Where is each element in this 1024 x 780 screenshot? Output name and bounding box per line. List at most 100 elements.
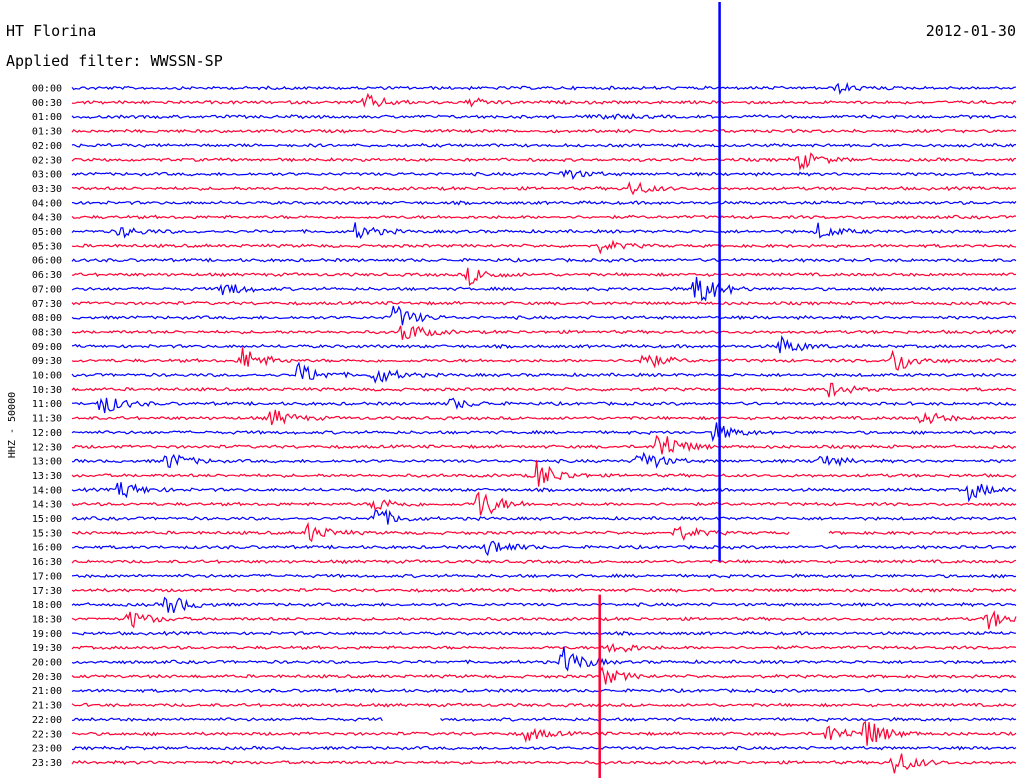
trace-row: [71, 325, 1017, 340]
time-tick-label: 16:30: [32, 557, 62, 568]
trace-row: [71, 382, 1017, 398]
time-tick-label: 15:30: [32, 528, 62, 539]
trace-row: [71, 169, 1017, 180]
time-tick-label: 21:00: [32, 686, 62, 697]
time-tick-label: 08:30: [32, 327, 62, 338]
time-tick-label: 18:30: [32, 614, 62, 625]
trace-row: [71, 610, 1017, 630]
trace-row: [71, 559, 1017, 565]
time-tick-label: 00:00: [32, 84, 62, 95]
time-tick-label: 10:00: [32, 371, 62, 382]
time-tick-label: 02:00: [32, 141, 62, 152]
time-tick-label: 07:00: [32, 284, 62, 295]
trace-row: [71, 687, 1017, 694]
time-tick-label: 06:00: [32, 256, 62, 267]
time-tick-label: 09:30: [32, 356, 62, 367]
trace-row: [71, 361, 1017, 384]
time-tick-label: 01:00: [32, 112, 62, 123]
trace-row: [72, 716, 1017, 722]
trace-row: [71, 152, 1017, 172]
time-tick-label: 23:30: [32, 758, 62, 769]
trace-row: [71, 142, 1017, 148]
trace-row: [71, 508, 1017, 525]
time-tick-label: 03:30: [32, 184, 62, 195]
time-tick-label: 21:30: [32, 701, 62, 712]
time-tick-labels: 00:00 00:30 01:00 01:30 02:00 02:30 03:00 03:30…: [32, 84, 62, 769]
trace-row: [71, 573, 1017, 579]
trace-row: [71, 128, 1017, 134]
trace-row: [71, 745, 1017, 751]
time-tick-label: 17:30: [32, 586, 62, 597]
time-tick-label: 20:30: [32, 672, 62, 683]
trace-row: [71, 409, 1016, 426]
time-tick-label: 13:30: [32, 471, 62, 482]
time-tick-label: 05:30: [32, 241, 62, 252]
time-tick-label: 05:00: [32, 227, 62, 238]
trace-row: [71, 300, 1017, 306]
trace-row: [71, 666, 1017, 685]
trace-row: [71, 397, 1017, 414]
time-tick-label: 00:30: [32, 98, 62, 109]
trace-row: [71, 753, 1017, 774]
time-tick-label: 12:00: [32, 428, 62, 439]
time-tick-label: 11:30: [32, 414, 62, 425]
trace-row: [71, 596, 1017, 613]
time-tick-label: 07:30: [32, 299, 62, 310]
time-tick-label: 03:00: [32, 170, 62, 181]
time-tick-label: 09:00: [32, 342, 62, 353]
trace-row: [71, 214, 1017, 220]
time-tick-label: 16:00: [32, 543, 62, 554]
trace-row: [71, 200, 1017, 206]
trace-row: [71, 702, 1017, 708]
trace-row: [71, 347, 1017, 371]
trace-row: [71, 459, 1017, 487]
time-tick-label: 14:00: [32, 485, 62, 496]
trace-group: [71, 2, 1017, 778]
trace-row: [71, 335, 1017, 354]
time-tick-label: 19:00: [32, 629, 62, 640]
trace-row: [71, 276, 1017, 302]
channel-label: HHZ - 50000: [7, 392, 18, 458]
trace-row: [71, 642, 1017, 654]
trace-row: [71, 81, 1016, 96]
time-tick-label: 13:00: [32, 457, 62, 468]
trace-row: [71, 630, 1016, 637]
time-tick-label: 23:00: [32, 744, 62, 755]
time-tick-label: 10:30: [32, 385, 62, 396]
time-tick-label: 11:00: [32, 399, 62, 410]
trace-row: [71, 222, 1017, 240]
time-tick-label: 15:00: [32, 514, 62, 525]
trace-row: [71, 257, 1017, 263]
trace-row: [71, 113, 1017, 121]
time-tick-label: 02:30: [32, 155, 62, 166]
trace-row: [71, 587, 1017, 593]
station-name: HT Florina: [6, 22, 97, 40]
time-tick-label: 22:30: [32, 729, 62, 740]
time-tick-label: 19:30: [32, 643, 62, 654]
trace-row: [71, 434, 1017, 455]
trace-row: [71, 92, 1017, 108]
record-date: 2012-01-30: [925, 22, 1016, 40]
trace-row: [71, 720, 1017, 746]
time-tick-label: 04:00: [32, 198, 62, 209]
trace-row: [71, 422, 1017, 443]
trace-row: [72, 451, 1017, 469]
trace-row: [71, 540, 1017, 557]
trace-row: [71, 646, 1017, 672]
trace-row: [71, 521, 1017, 543]
time-tick-label: 20:00: [32, 658, 62, 669]
trace-row: [71, 267, 1017, 287]
time-tick-label: 14:30: [32, 500, 62, 511]
trace-row: [71, 305, 1017, 326]
applied-filter: Applied filter: WWSSN-SP: [6, 52, 223, 70]
trace-row: [71, 239, 1017, 255]
trace-row: [71, 181, 1017, 196]
time-tick-label: 06:30: [32, 270, 62, 281]
time-tick-label: 22:00: [32, 715, 62, 726]
time-tick-label: 04:30: [32, 213, 62, 224]
time-tick-label: 08:00: [32, 313, 62, 324]
trace-row: [71, 491, 1017, 516]
time-tick-label: 12:30: [32, 442, 62, 453]
time-tick-label: 18:00: [32, 600, 62, 611]
